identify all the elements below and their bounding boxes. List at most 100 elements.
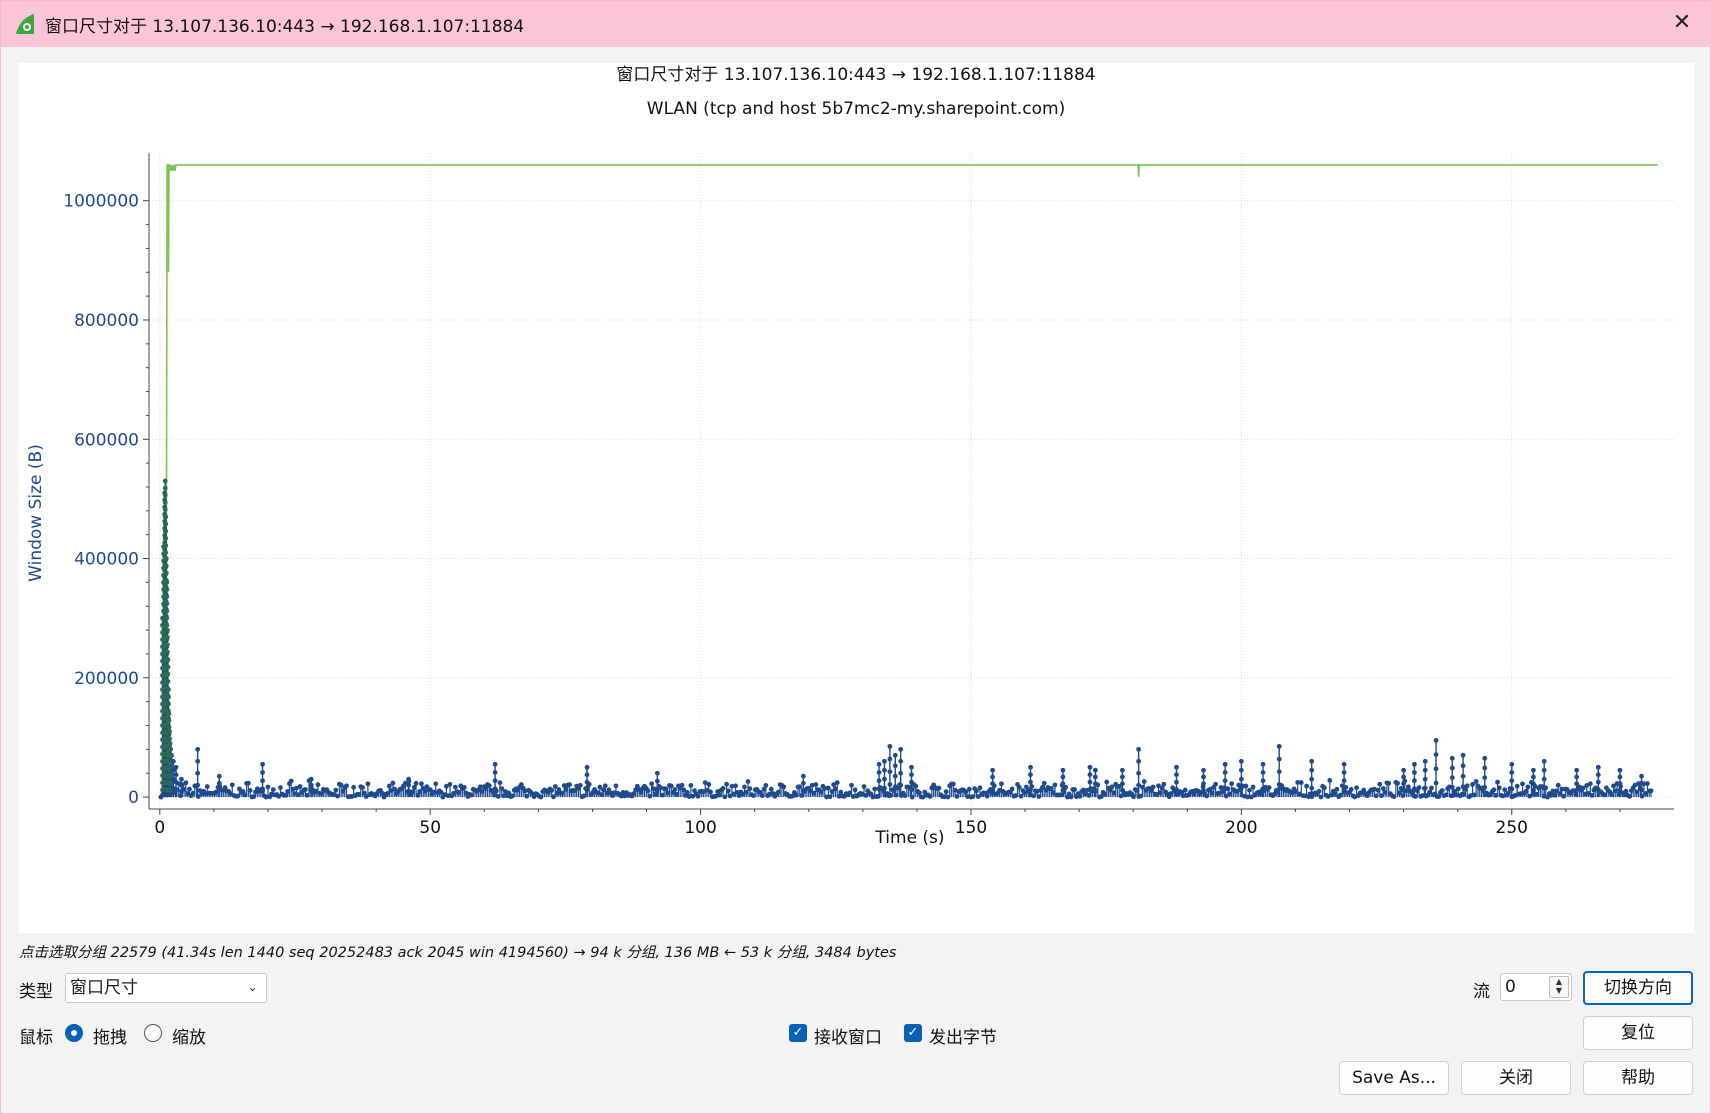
type-combobox[interactable]: 窗口尺寸 ⌄ — [65, 973, 267, 1003]
recv-window-point — [1541, 785, 1547, 791]
stream-spinbox[interactable]: 0 ▲ ▼ — [1500, 973, 1572, 1001]
recv-window-point — [195, 758, 201, 764]
recv-window-point — [797, 784, 803, 790]
plot-panel[interactable]: 窗口尺寸对于 13.107.136.10:443 → 192.168.1.107… — [19, 63, 1694, 933]
recv-window-point — [179, 788, 184, 794]
data-marks — [158, 164, 1658, 800]
recv-window-point — [613, 783, 619, 789]
recv-window-point — [303, 787, 308, 792]
recv-window-point — [567, 782, 572, 788]
recv-window-point — [1174, 779, 1179, 785]
recv-window-point — [549, 787, 555, 793]
recv-window-point — [164, 642, 170, 648]
recv-window-point — [1439, 788, 1445, 793]
recv-window-point — [447, 781, 453, 787]
recv-window-point — [1341, 778, 1347, 784]
zoom-radio[interactable] — [144, 1024, 162, 1042]
recv-window-point — [909, 787, 914, 793]
recv-window-label[interactable]: 接收窗口 — [814, 1028, 882, 1048]
recv-window-point — [1632, 782, 1638, 788]
recv-window-point — [433, 781, 439, 787]
recv-window-point — [913, 783, 919, 789]
recv-window-point — [1422, 785, 1428, 791]
recv-window-point — [1449, 775, 1455, 781]
recv-window-point — [315, 782, 321, 788]
recv-window-point — [990, 767, 996, 773]
recv-window-point — [1156, 783, 1161, 789]
recv-window-point — [170, 758, 176, 764]
drag-radio-label[interactable]: 拖拽 — [93, 1028, 127, 1048]
recv-window-point — [169, 752, 175, 758]
recv-window-point — [1464, 783, 1470, 789]
recv-window-point — [1530, 774, 1536, 780]
recv-window-point — [461, 784, 467, 790]
recv-window-point — [1530, 767, 1536, 773]
recv-window-point — [1028, 764, 1033, 770]
recv-window-point — [333, 787, 339, 793]
help-button[interactable]: 帮助 — [1583, 1061, 1693, 1095]
recv-window-point — [1309, 776, 1315, 782]
recv-window-point — [1120, 787, 1125, 793]
wireshark-fin-icon — [16, 14, 34, 34]
spin-arrows-icon[interactable]: ▲ ▼ — [1549, 976, 1569, 998]
drag-radio[interactable] — [65, 1024, 83, 1042]
recv-window-point — [936, 785, 942, 791]
recv-window-point — [861, 784, 867, 789]
recv-window-point — [892, 763, 898, 769]
recv-window-point — [1422, 767, 1428, 773]
recv-window-point — [1182, 787, 1188, 793]
recv-window-point — [1238, 758, 1244, 764]
reset-button[interactable]: 复位 — [1583, 1016, 1693, 1050]
recv-window-point — [522, 788, 528, 794]
close-window-icon[interactable]: ✕ — [1672, 10, 1692, 35]
recv-window-point — [492, 786, 498, 792]
recv-window-point — [260, 786, 265, 792]
recv-window-point — [1201, 774, 1206, 780]
recv-window-point — [1550, 788, 1556, 794]
recv-window-point — [1401, 781, 1407, 787]
recv-window-point — [1574, 787, 1580, 793]
recv-window-point — [1174, 764, 1179, 770]
bytes-out-checkbox[interactable]: ✓ — [904, 1024, 922, 1042]
recv-window-point — [898, 770, 904, 776]
recv-window-point — [288, 778, 294, 784]
recv-window-point — [990, 774, 996, 780]
zoom-radio-label[interactable]: 缩放 — [172, 1028, 206, 1048]
save-as-button[interactable]: Save As... — [1339, 1061, 1449, 1095]
recv-window-point — [898, 746, 904, 752]
recv-window-point — [1201, 767, 1206, 773]
recv-window-point — [1595, 787, 1601, 793]
recv-window-point — [620, 789, 626, 795]
bytes-out-label[interactable]: 发出字节 — [929, 1028, 997, 1048]
recv-window-point — [1260, 786, 1266, 792]
recv-window-point — [974, 788, 979, 794]
y-tick-label: 600000 — [74, 430, 139, 450]
switch-direction-button[interactable]: 切换方向 — [1583, 971, 1693, 1005]
x-tick-label: 150 — [955, 818, 987, 838]
y-tick-label: 400000 — [74, 550, 139, 570]
recv-window-point — [1150, 784, 1156, 790]
recv-window-point — [1377, 781, 1383, 787]
recv-window-point — [990, 781, 996, 787]
x-axis-label: Time (s) — [874, 828, 944, 848]
recv-window-point — [1266, 785, 1272, 790]
type-combobox-value: 窗口尺寸 — [70, 978, 138, 998]
recv-window-point — [1380, 786, 1386, 791]
recv-window-point — [999, 781, 1004, 787]
recv-window-point — [977, 785, 983, 791]
recv-window-point — [681, 787, 687, 793]
recv-window-point — [1422, 758, 1428, 764]
recv-window-point — [1449, 755, 1455, 761]
recv-window-checkbox[interactable]: ✓ — [789, 1024, 807, 1042]
window-size-chart[interactable]: 窗口尺寸对于 13.107.136.10:443 → 192.168.1.107… — [19, 63, 1694, 933]
recv-window-point — [1623, 788, 1629, 794]
recv-window-point — [584, 779, 590, 785]
recv-window-point — [1509, 778, 1515, 784]
recv-window-point — [963, 789, 969, 795]
recv-window-point — [1072, 787, 1077, 792]
close-button[interactable]: 关闭 — [1461, 1061, 1571, 1095]
recv-window-point — [166, 701, 171, 707]
recv-window-point — [1238, 785, 1244, 791]
recv-window-point — [943, 789, 949, 795]
recv-window-point — [1611, 783, 1616, 789]
